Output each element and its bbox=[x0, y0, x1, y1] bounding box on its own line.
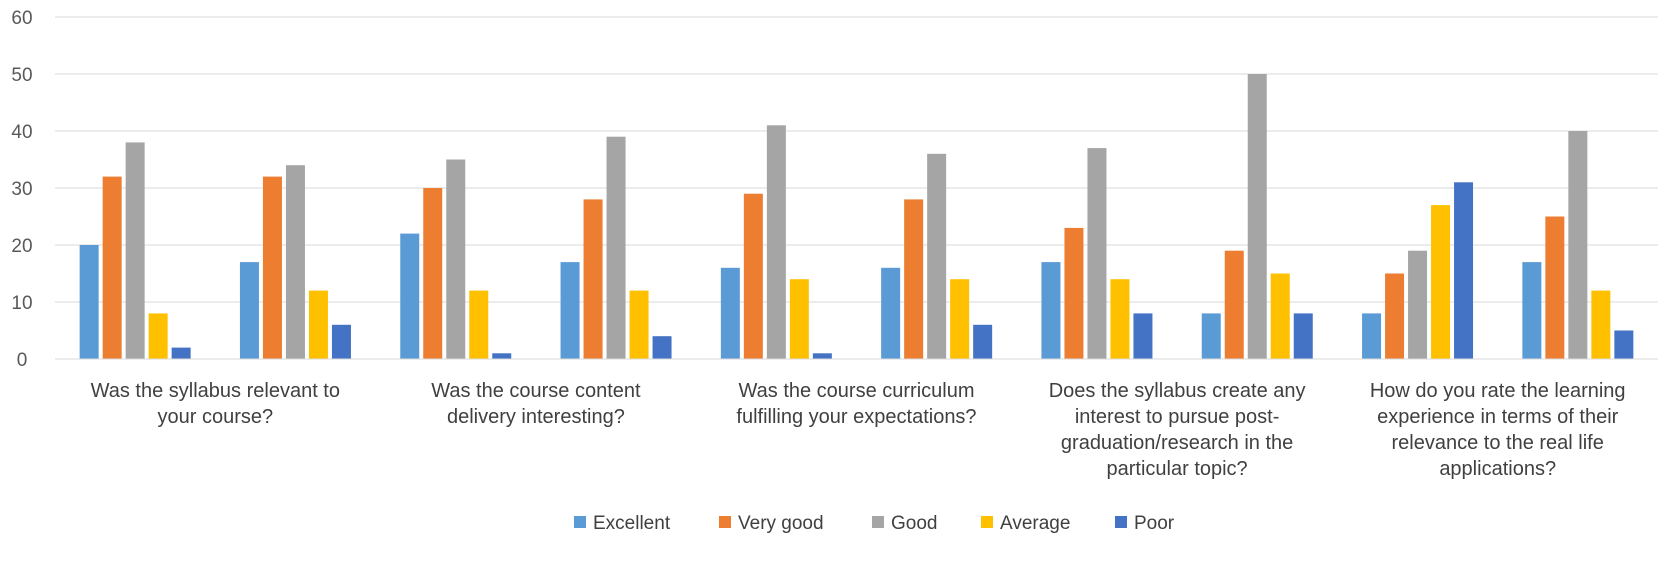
bar-excellent-q6 bbox=[881, 267, 901, 359]
x-category-label: Was the syllabus relevant to your course? bbox=[91, 380, 340, 428]
bar-very-good-q2 bbox=[262, 176, 282, 359]
bar-very-good-q6 bbox=[904, 199, 924, 359]
bar-excellent-q7 bbox=[1041, 262, 1061, 359]
y-axis: 0 10 20 30 40 50 60 bbox=[11, 8, 32, 371]
legend-label: Average bbox=[1000, 513, 1070, 534]
x-category-label-line: fulfilling your expectations? bbox=[736, 406, 976, 428]
x-category-label: Was the course curriculum fulfilling your… bbox=[736, 380, 976, 428]
bar-average-q2 bbox=[308, 290, 328, 359]
bar-average-q7 bbox=[1110, 279, 1130, 359]
bar-poor-q3 bbox=[492, 353, 512, 359]
bar-good-q10 bbox=[1568, 131, 1588, 359]
x-category-label-line: interest to pursue post- bbox=[1075, 406, 1280, 428]
x-category-label-line: delivery interesting? bbox=[447, 406, 625, 428]
bar-average-q9 bbox=[1431, 205, 1451, 359]
bar-excellent-q4 bbox=[560, 262, 580, 359]
bar-average-q4 bbox=[629, 290, 649, 359]
bar-average-q5 bbox=[789, 279, 809, 359]
bar-good-q5 bbox=[766, 125, 786, 359]
bar-excellent-q5 bbox=[720, 267, 740, 359]
bar-average-q8 bbox=[1270, 273, 1290, 359]
bar-poor-q2 bbox=[331, 324, 351, 359]
legend-label: Poor bbox=[1134, 513, 1175, 534]
x-category-label-line: experience in terms of their bbox=[1377, 406, 1619, 428]
bar-very-good-q5 bbox=[743, 193, 763, 359]
bar-poor-q7 bbox=[1133, 313, 1153, 359]
legend-swatch bbox=[872, 516, 884, 528]
bar-average-q1 bbox=[148, 313, 168, 359]
bar-poor-q1 bbox=[171, 347, 191, 359]
x-axis: Was the syllabus relevant to your course?… bbox=[55, 358, 1658, 480]
bar-poor-q10 bbox=[1614, 330, 1634, 359]
legend-label: Excellent bbox=[593, 513, 671, 534]
y-tick-label: 30 bbox=[11, 179, 32, 200]
bar-very-good-q7 bbox=[1064, 227, 1084, 359]
bar-very-good-q10 bbox=[1545, 216, 1565, 359]
x-category-label-line: Was the course curriculum bbox=[739, 380, 975, 402]
x-category-label-line: your course? bbox=[157, 406, 273, 428]
bar-good-q4 bbox=[606, 136, 626, 359]
y-tick-label: 0 bbox=[17, 350, 28, 371]
bar-very-good-q9 bbox=[1385, 273, 1405, 359]
bar-poor-q9 bbox=[1454, 182, 1474, 359]
y-tick-label: 60 bbox=[11, 8, 32, 29]
legend-swatch bbox=[719, 516, 731, 528]
bar-average-q6 bbox=[950, 279, 970, 359]
bar-average-q3 bbox=[469, 290, 489, 359]
x-category-label: Was the course content delivery interesti… bbox=[431, 380, 641, 428]
x-category-label-line: Does the syllabus create any bbox=[1049, 380, 1306, 402]
x-category-label-line: How do you rate the learning bbox=[1370, 380, 1626, 402]
bar-poor-q8 bbox=[1293, 313, 1313, 359]
y-tick-label: 50 bbox=[11, 65, 32, 86]
x-category-label-line: relevance to the real life bbox=[1392, 432, 1604, 454]
bar-good-q3 bbox=[446, 159, 466, 359]
bar-poor-q5 bbox=[812, 353, 832, 359]
bar-excellent-q8 bbox=[1201, 313, 1221, 359]
x-category-label-line: graduation/research in the bbox=[1061, 432, 1293, 454]
bars bbox=[79, 74, 1634, 359]
bar-good-q2 bbox=[285, 165, 305, 359]
y-tick-label: 20 bbox=[11, 236, 32, 257]
legend-swatch bbox=[574, 516, 586, 528]
x-category-label-line: applications? bbox=[1439, 458, 1556, 480]
x-category-label: Does the syllabus create any interest to … bbox=[1049, 380, 1306, 480]
bar-excellent-q9 bbox=[1362, 313, 1382, 359]
bar-good-q7 bbox=[1087, 148, 1107, 359]
y-tick-label: 10 bbox=[11, 293, 32, 314]
bar-good-q9 bbox=[1408, 250, 1428, 359]
y-tick-label: 40 bbox=[11, 122, 32, 143]
bar-average-q10 bbox=[1591, 290, 1611, 359]
x-category-label-line: particular topic? bbox=[1107, 458, 1248, 480]
bar-good-q8 bbox=[1247, 74, 1267, 359]
bar-poor-q4 bbox=[652, 336, 672, 359]
x-category-label-line: Was the syllabus relevant to bbox=[91, 380, 340, 402]
bar-excellent-q1 bbox=[79, 245, 99, 359]
legend-swatch bbox=[1115, 516, 1127, 528]
bar-very-good-q8 bbox=[1224, 250, 1244, 359]
x-category-label-line: Was the course content bbox=[431, 380, 641, 402]
bar-good-q6 bbox=[927, 153, 947, 359]
legend-swatch bbox=[981, 516, 993, 528]
bar-excellent-q10 bbox=[1522, 262, 1542, 359]
legend-label: Good bbox=[891, 513, 937, 534]
bar-good-q1 bbox=[125, 142, 145, 359]
bar-excellent-q2 bbox=[239, 262, 259, 359]
legend-label: Very good bbox=[738, 513, 824, 534]
bar-poor-q6 bbox=[973, 324, 993, 359]
bar-very-good-q3 bbox=[423, 188, 443, 359]
x-category-label: How do you rate the learning experience i… bbox=[1370, 380, 1626, 480]
bar-excellent-q3 bbox=[400, 233, 420, 359]
legend: Excellent Very good Good Average Poor bbox=[574, 513, 1175, 534]
bar-very-good-q4 bbox=[583, 199, 603, 359]
bar-very-good-q1 bbox=[102, 176, 122, 359]
